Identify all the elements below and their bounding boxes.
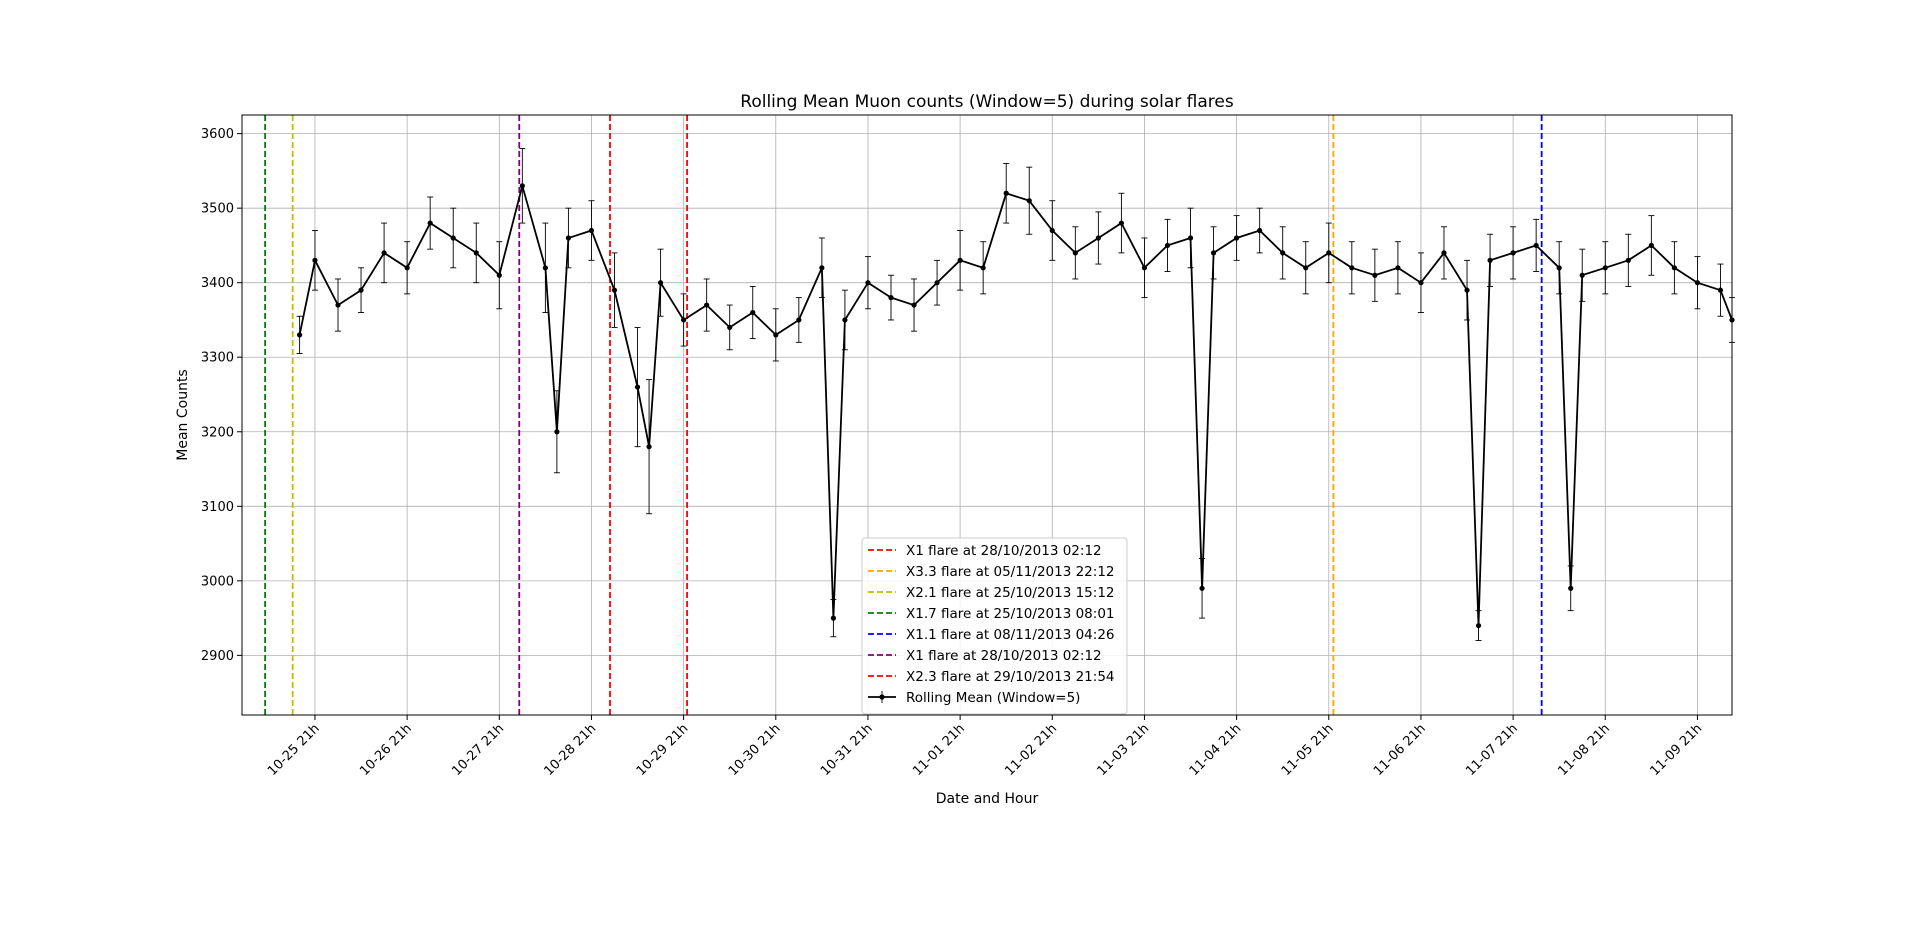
- data-point: [1187, 235, 1194, 241]
- y-tick-label: 3100: [201, 500, 234, 515]
- legend-swatch-marker: [879, 694, 885, 700]
- data-point: [796, 317, 802, 323]
- data-point: [934, 280, 940, 286]
- data-point: [750, 309, 756, 316]
- data-point: [1717, 287, 1724, 293]
- data-point: [312, 257, 318, 263]
- y-tick-label: 3600: [201, 127, 234, 142]
- data-point: [427, 220, 433, 226]
- data-point: [473, 250, 479, 256]
- data-point: [865, 280, 871, 286]
- data-point: [1349, 265, 1355, 271]
- data-point: [1418, 280, 1424, 286]
- data-point: [1303, 265, 1309, 271]
- data-point: [1568, 585, 1574, 591]
- y-axis: 2900 3000 3100 3200 3300 3400 3500 3600: [201, 127, 242, 664]
- data-point: [1487, 257, 1493, 263]
- data-point: [1475, 622, 1482, 629]
- y-tick-label: 3200: [201, 425, 234, 440]
- legend-entry-label: X1 flare at 28/10/2013 02:12: [906, 648, 1102, 664]
- data-point: [1003, 190, 1009, 196]
- y-tick-label: 3300: [201, 351, 234, 366]
- plot-frame: [241, 114, 1733, 716]
- data-point: [1026, 198, 1032, 204]
- data-point: [1671, 265, 1677, 271]
- data-point: [358, 287, 364, 293]
- series-rolling-mean: [296, 148, 1735, 641]
- data-point: [1602, 265, 1608, 271]
- data-point: [1533, 242, 1539, 249]
- data-point: [404, 265, 410, 271]
- data-point: [297, 332, 303, 338]
- data-point: [911, 302, 917, 308]
- data-point: [1441, 250, 1447, 256]
- data-point: [830, 615, 836, 621]
- data-point: [646, 444, 652, 450]
- data-point: [980, 265, 986, 271]
- data-point: [1049, 227, 1055, 234]
- data-point: [1464, 287, 1470, 293]
- data-point: [1648, 242, 1654, 249]
- data-point: [381, 250, 387, 256]
- data-point: [773, 332, 779, 338]
- data-point: [1395, 265, 1401, 271]
- data-point: [1199, 585, 1205, 591]
- data-point: [565, 235, 572, 241]
- legend-entry-label: X3.3 flare at 05/11/2013 22:12: [906, 564, 1115, 580]
- y-tick-label: 2900: [201, 649, 234, 664]
- data-point: [611, 287, 618, 293]
- data-point: [1372, 272, 1378, 278]
- legend: X1 flare at 28/10/2013 02:12 X3.3 flare a…: [861, 537, 1128, 715]
- x-axis-title: Date and Hour: [936, 791, 1039, 807]
- legend-entry-label: X1.7 flare at 25/10/2013 08:01: [906, 606, 1115, 622]
- data-point: [657, 280, 664, 286]
- data-point: [819, 265, 825, 271]
- data-point: [1164, 242, 1171, 249]
- legend-entry-label: X1.1 flare at 08/11/2013 04:26: [906, 627, 1115, 643]
- data-point: [1556, 265, 1562, 271]
- data-point: [1579, 272, 1585, 278]
- data-point: [542, 265, 548, 271]
- data-point: [1210, 250, 1217, 256]
- grid: [242, 115, 1732, 715]
- y-tick-label: 3000: [201, 574, 234, 589]
- data-point: [335, 302, 341, 308]
- data-point: [1625, 257, 1631, 263]
- data-point: [1257, 227, 1263, 234]
- data-point: [1072, 250, 1078, 256]
- series-line: [298, 182, 1733, 626]
- data-point: [554, 429, 560, 435]
- legend-entry-label: X2.3 flare at 29/10/2013 21:54: [906, 669, 1115, 685]
- legend-box: [861, 537, 1128, 715]
- data-point: [1280, 250, 1286, 256]
- data-point: [681, 317, 687, 323]
- data-point: [519, 183, 525, 189]
- data-point: [842, 317, 848, 323]
- data-point: [634, 384, 641, 390]
- data-point: [496, 272, 502, 278]
- data-point: [1510, 250, 1516, 256]
- data-point: [957, 257, 963, 263]
- y-axis-title: Mean Counts: [175, 369, 191, 460]
- data-point: [1694, 280, 1701, 286]
- data-point: [588, 227, 595, 234]
- data-point: [1326, 250, 1332, 256]
- y-tick-label: 3400: [201, 276, 234, 291]
- data-point: [727, 324, 733, 331]
- y-tick-label: 3500: [201, 202, 234, 217]
- chart-title: Rolling Mean Muon counts (Window=5) duri…: [740, 92, 1234, 112]
- legend-entry-label: Rolling Mean (Window=5): [906, 690, 1080, 706]
- legend-entry-label: X2.1 flare at 25/10/2013 15:12: [906, 585, 1115, 601]
- data-point: [704, 302, 710, 308]
- data-point: [1141, 265, 1148, 271]
- data-point: [1234, 235, 1240, 241]
- legend-entry-label: X1 flare at 28/10/2013 02:12: [906, 543, 1102, 559]
- data-point: [1095, 235, 1101, 241]
- flare-lines: [264, 115, 1543, 715]
- data-point: [888, 295, 894, 301]
- data-point: [1118, 220, 1125, 226]
- data-point: [450, 235, 456, 241]
